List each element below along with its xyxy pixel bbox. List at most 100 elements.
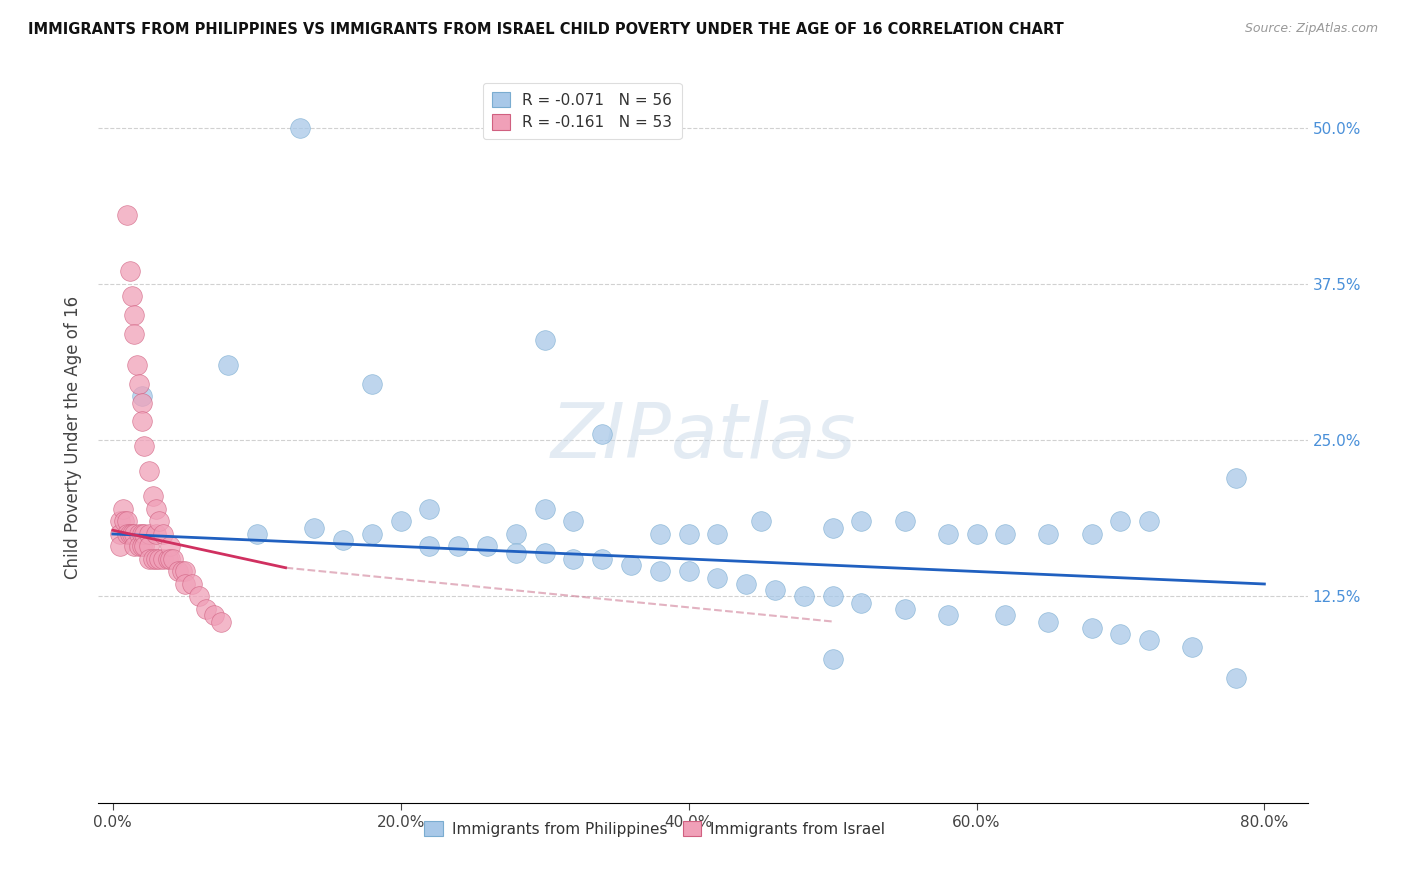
Point (145, 527, 167, 541)
Y-axis label: Child Poverty Under the Age of 16: Child Poverty Under the Age of 16 (65, 295, 83, 579)
Point (505, 546, 527, 560)
Legend: Immigrants from Philippines, Immigrants from Israel: Immigrants from Philippines, Immigrants … (418, 814, 891, 843)
Point (131, 414, 153, 428)
Text: ZIPatlas: ZIPatlas (550, 401, 856, 474)
Point (188, 590, 211, 604)
Point (134, 540, 156, 554)
Point (821, 521, 844, 535)
Point (131, 527, 153, 541)
Point (533, 333, 555, 347)
Point (121, 289, 143, 303)
Point (1038, 527, 1060, 541)
Point (108, 527, 131, 541)
Point (152, 552, 174, 566)
Point (851, 515, 873, 529)
Point (159, 552, 181, 566)
Point (1181, 640, 1204, 654)
Point (505, 527, 527, 541)
Point (418, 540, 440, 554)
Point (851, 596, 873, 610)
Point (145, 502, 167, 516)
Point (148, 515, 170, 529)
Point (142, 490, 165, 504)
Point (124, 308, 146, 322)
Text: IMMIGRANTS FROM PHILIPPINES VS IMMIGRANTS FROM ISRAEL CHILD POVERTY UNDER THE AG: IMMIGRANTS FROM PHILIPPINES VS IMMIGRANT… (28, 22, 1064, 37)
Point (195, 602, 218, 616)
Point (124, 527, 146, 541)
Point (893, 515, 915, 529)
Point (181, 577, 204, 591)
Point (173, 565, 195, 579)
Point (131, 395, 153, 409)
Point (152, 527, 174, 541)
Point (749, 515, 772, 529)
Point (134, 527, 156, 541)
Point (121, 527, 143, 541)
Point (389, 515, 412, 529)
Point (706, 527, 728, 541)
Point (120, 264, 142, 278)
Point (1080, 621, 1102, 635)
Point (648, 565, 671, 579)
Point (562, 515, 585, 529)
Point (138, 527, 160, 541)
Point (138, 465, 160, 479)
Point (166, 565, 188, 579)
Point (1038, 615, 1060, 629)
Point (124, 540, 146, 554)
Point (821, 590, 844, 604)
Point (1225, 471, 1247, 485)
Point (447, 540, 470, 554)
Point (994, 527, 1017, 541)
Point (361, 376, 384, 391)
Point (678, 527, 700, 541)
Point (120, 527, 142, 541)
Point (936, 527, 959, 541)
Point (124, 326, 146, 341)
Point (288, 120, 311, 135)
Point (533, 546, 555, 560)
Point (591, 552, 613, 566)
Point (1109, 627, 1132, 641)
Point (156, 552, 179, 566)
Point (246, 527, 269, 541)
Point (128, 540, 150, 554)
Point (134, 440, 156, 454)
Point (108, 540, 131, 554)
Point (591, 426, 613, 441)
Point (361, 527, 384, 541)
Point (966, 527, 988, 541)
Point (475, 540, 498, 554)
Point (1080, 527, 1102, 541)
Point (115, 208, 138, 222)
Point (145, 552, 167, 566)
Point (332, 533, 354, 548)
Point (217, 358, 239, 372)
Point (936, 608, 959, 623)
Point (994, 608, 1017, 623)
Point (1109, 515, 1132, 529)
Point (138, 552, 160, 566)
Point (131, 540, 153, 554)
Point (138, 540, 160, 554)
Point (128, 376, 150, 391)
Point (678, 565, 700, 579)
Point (418, 502, 440, 516)
Point (148, 552, 170, 566)
Point (1137, 515, 1160, 529)
Point (173, 577, 195, 591)
Point (170, 565, 193, 579)
Point (763, 583, 786, 598)
Point (821, 652, 844, 666)
Point (127, 358, 149, 372)
Point (115, 515, 138, 529)
Point (128, 527, 150, 541)
Point (562, 552, 585, 566)
Point (304, 521, 326, 535)
Point (131, 389, 153, 403)
Point (533, 502, 555, 516)
Point (111, 502, 134, 516)
Point (793, 590, 815, 604)
Point (706, 571, 728, 585)
Point (202, 608, 225, 623)
